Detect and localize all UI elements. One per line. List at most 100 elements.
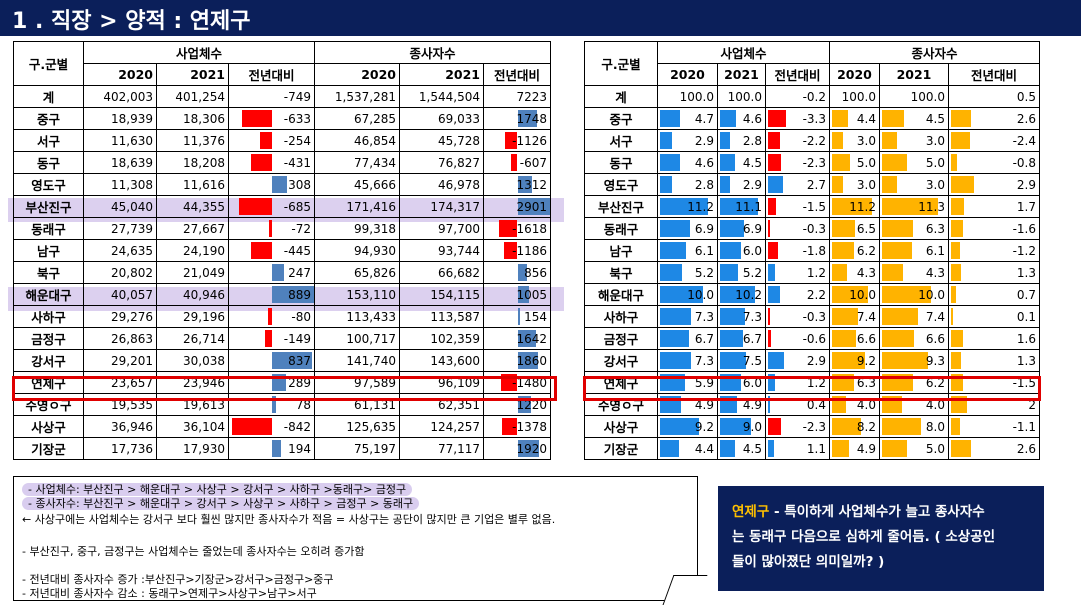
- bar-cell: 11.2: [829, 195, 880, 218]
- data-bar: [768, 176, 783, 193]
- cell-value: 17,736: [83, 437, 157, 460]
- cell-value: 18,639: [83, 151, 157, 174]
- bar-cell: 7.5: [717, 349, 766, 372]
- data-bar: [951, 198, 965, 215]
- bar-cell: 8.0: [879, 415, 949, 438]
- cell-value: -2.2: [802, 133, 826, 148]
- cell-value: 2.6: [1016, 111, 1036, 126]
- cell-value: 36,104: [156, 415, 229, 438]
- table-row: 강서구 7.3 7.5 2.9 9.2 9.3 1.3: [584, 349, 1040, 372]
- cell-value: 2.2: [806, 287, 826, 302]
- data-bar: [660, 308, 692, 325]
- cell-value: 4.5: [742, 441, 762, 456]
- bar-cell: 8.2: [829, 415, 880, 438]
- data-bar: [259, 132, 272, 149]
- district-name: 북구: [584, 261, 658, 284]
- cell-value: -685: [283, 199, 311, 214]
- note-line-businesses: - 사업체수: 부산진구 > 해운대구 > 사상구 > 강서구 > 사하구 >동…: [22, 483, 413, 496]
- data-bar: [951, 308, 953, 325]
- cell-value: 289: [288, 375, 311, 390]
- table-row: 부산진구 45,040 44,355 -685 171,416 174,317 2901: [13, 195, 551, 218]
- data-bar: [264, 330, 272, 347]
- cell-value: 6.1: [925, 243, 945, 258]
- data-bar: [832, 286, 868, 303]
- cell-value: 1,537,281: [314, 85, 400, 108]
- district-name: 영도구: [584, 173, 658, 196]
- cell-value: 100.0: [879, 85, 949, 108]
- cell-value: 308: [288, 177, 311, 192]
- district-name: 기장군: [13, 437, 84, 460]
- cell-value: 4.5: [925, 111, 945, 126]
- cell-value: 36,946: [83, 415, 157, 438]
- col-header: 2020: [314, 63, 400, 86]
- cell-value: 8.2: [856, 419, 876, 434]
- table-row: 중구 18,939 18,306 -633 67,285 69,033 1748: [13, 107, 551, 130]
- cell-value: 9.0: [742, 419, 762, 434]
- table-row: 북구 5.2 5.2 1.2 4.3 4.3 1.3: [584, 261, 1040, 284]
- bar-cell: 3.0: [879, 173, 949, 196]
- data-bar: [510, 154, 518, 171]
- district-name: 사하구: [584, 305, 658, 328]
- cell-value: 171,416: [314, 195, 400, 218]
- cell-value: -607: [519, 155, 547, 170]
- cell-value: 5.0: [925, 441, 945, 456]
- data-bar: [272, 396, 276, 413]
- table-row: 동래구 27,739 27,667 -72 99,318 97,700 -1618: [13, 217, 551, 240]
- data-bar: [268, 308, 272, 325]
- cell-value: 6.6: [925, 331, 945, 346]
- cell-value: 154: [524, 309, 547, 324]
- cell-value: 0.5: [948, 85, 1040, 108]
- bar-cell: 6.1: [879, 239, 949, 262]
- col-header: 2021: [879, 63, 949, 86]
- data-bar: [832, 352, 865, 369]
- cell-value: -80: [291, 309, 311, 324]
- callout-text-2: 는 동래구 다음으로 심하게 줄어듬. ( 소상공인: [732, 529, 996, 545]
- bar-cell: 4.9: [829, 437, 880, 460]
- data-bar: [882, 220, 913, 237]
- bar-cell: -2.4: [948, 129, 1040, 152]
- data-bar: [272, 264, 284, 281]
- data-bar: [768, 154, 781, 171]
- cell-value: 1748: [516, 111, 547, 126]
- bar-cell: 1748: [483, 107, 551, 130]
- table-row: 계 402,003 401,254 -749 1,537,281 1,544,504 722…: [13, 85, 551, 108]
- table-row: 부산진구 11.2 11.1 -1.5 11.2 11.3 1.7: [584, 195, 1040, 218]
- district-name: 해운대구: [584, 283, 658, 306]
- cell-value: 4.6: [694, 155, 714, 170]
- bar-cell: 5.0: [879, 437, 949, 460]
- cell-value: 3.0: [925, 177, 945, 192]
- data-bar: [951, 286, 957, 303]
- data-bar: [768, 308, 770, 325]
- bar-cell: 5.0: [829, 151, 880, 174]
- data-bar: [502, 418, 518, 435]
- cell-value: 3.0: [925, 133, 945, 148]
- highlight-box-yeonje-right: [583, 376, 1041, 401]
- bar-cell: 1.2: [765, 261, 830, 284]
- cell-value: 5.2: [742, 265, 762, 280]
- cell-value: 6.3: [925, 221, 945, 236]
- data-bar: [720, 110, 736, 127]
- cell-value: 67,285: [314, 107, 400, 130]
- cell-value: 11,376: [156, 129, 229, 152]
- table-row: 사하구 29,276 29,196 -80 113,433 113,587 154: [13, 305, 551, 328]
- data-bar: [231, 418, 272, 435]
- cell-value: -749: [228, 85, 315, 108]
- cell-value: 1.3: [1016, 265, 1036, 280]
- cell-value: 125,635: [314, 415, 400, 438]
- bar-cell: 2901: [483, 195, 551, 218]
- table-row: 강서구 29,201 30,038 837 141,740 143,600 1860: [13, 349, 551, 372]
- district-name: 동구: [584, 151, 658, 174]
- bar-cell: -431: [228, 151, 315, 174]
- col-header: 전년대비: [483, 63, 551, 86]
- cell-value: 1.1: [806, 441, 826, 456]
- table-row: 해운대구 40,057 40,946 889 153,110 154,115 1005: [13, 283, 551, 306]
- cell-value: 4.4: [694, 441, 714, 456]
- bar-cell: 6.5: [829, 217, 880, 240]
- cell-value: 6.7: [694, 331, 714, 346]
- table-row: 서구 11,630 11,376 -254 46,854 45,728 -1126: [13, 129, 551, 152]
- cell-value: 2.7: [806, 177, 826, 192]
- district-name: 남구: [13, 239, 84, 262]
- data-bar: [832, 176, 843, 193]
- data-bar: [768, 198, 777, 215]
- data-bar: [882, 198, 938, 215]
